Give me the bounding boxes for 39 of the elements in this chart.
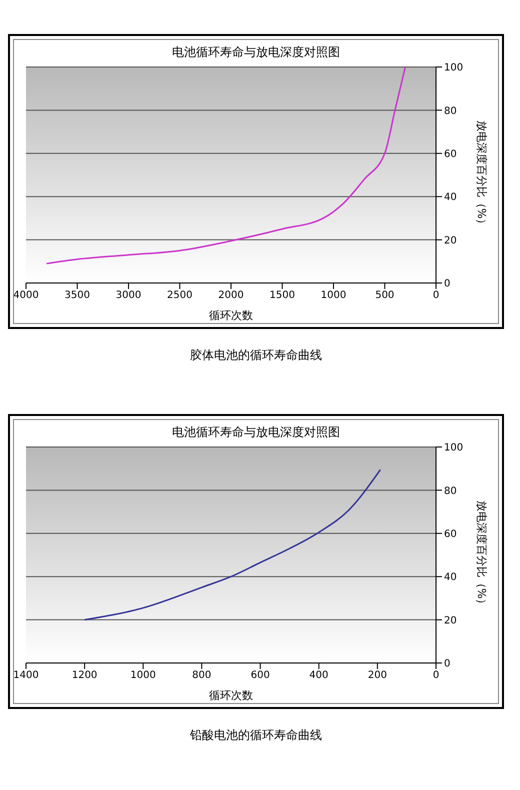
- x-tick-label: 3500: [64, 290, 90, 302]
- x-tick-label: 0: [432, 290, 440, 302]
- y-tick-label: 20: [444, 615, 457, 626]
- y-tick-label: 80: [444, 486, 457, 497]
- x-tick-label: 2500: [167, 290, 192, 302]
- line-series: [84, 468, 382, 621]
- text: 胶体电池的循环寿命曲线: [189, 347, 323, 364]
- y-axis-title: 放电深度百分比（%）: [475, 120, 488, 230]
- x-axis-title: 循环次数: [209, 309, 253, 322]
- x-tick-label: 800: [192, 670, 212, 682]
- x-tick-label: 4000: [13, 290, 39, 302]
- x-tick-label: 1200: [72, 670, 98, 682]
- x-axis-title: 循环次数: [209, 689, 253, 702]
- x-tick-label: 1400: [13, 670, 39, 682]
- y-tick-label: 80: [444, 106, 457, 117]
- x-tick-label: 3000: [116, 290, 142, 302]
- y-tick-label: 100: [444, 442, 464, 454]
- y-tick-label: 40: [444, 572, 457, 584]
- x-tick-label: 1500: [270, 290, 295, 302]
- x-tick-label: 600: [250, 670, 270, 682]
- x-tick-label: 500: [375, 290, 394, 302]
- x-tick-label: 1000: [130, 670, 156, 682]
- y-tick-label: 60: [444, 528, 457, 540]
- x-tick-label: 400: [309, 670, 328, 682]
- y-tick-label: 100: [444, 62, 464, 74]
- text: 铅酸电池的循环寿命曲线: [189, 727, 323, 744]
- y-axis-title: 放电深度百分比（%）: [475, 500, 488, 610]
- y-tick-label: 60: [444, 148, 457, 160]
- y-tick-label: 40: [444, 192, 457, 204]
- x-tick-label: 1000: [320, 290, 346, 302]
- y-tick-label: 0: [444, 658, 450, 670]
- x-tick-label: 2000: [218, 290, 244, 302]
- line-series: [46, 67, 406, 264]
- x-tick-label: 0: [432, 670, 440, 682]
- chart-title: 电池循环寿命与放电深度对照图: [171, 424, 341, 441]
- chart-title: 电池循环寿命与放电深度对照图: [171, 44, 341, 61]
- y-tick-label: 20: [444, 235, 457, 246]
- y-tick-label: 0: [444, 278, 450, 290]
- x-tick-label: 200: [368, 670, 387, 682]
